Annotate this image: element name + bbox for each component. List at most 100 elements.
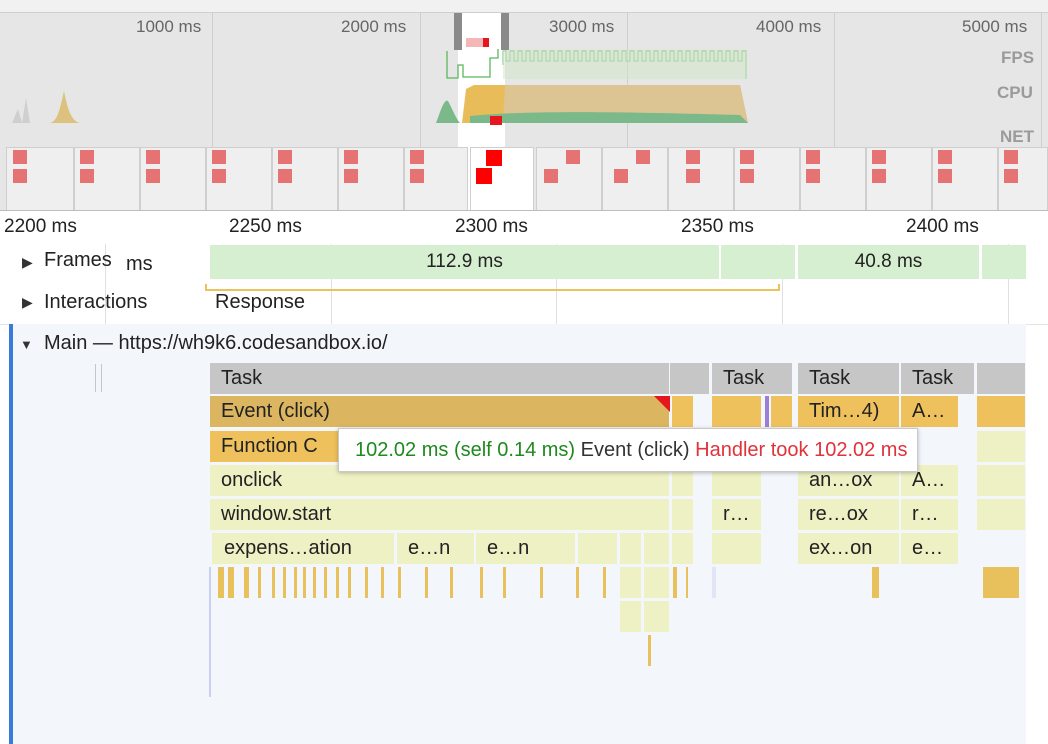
flame-task[interactable] <box>670 363 710 394</box>
overview-tick: 3000 ms <box>549 17 615 36</box>
flame-event-click[interactable]: Event (click) <box>210 396 670 427</box>
flame-r[interactable]: r… <box>901 499 959 530</box>
flame-function[interactable] <box>977 499 1026 530</box>
filmstrip-frame[interactable] <box>668 147 734 210</box>
flame-tiny-call[interactable] <box>648 635 651 666</box>
selection-fps-marker <box>466 38 484 47</box>
flame-task[interactable]: Task <box>712 363 793 394</box>
frames-track[interactable]: ▶ Frames ms 112.9 ms 40.8 ms <box>0 244 1048 284</box>
flame-a[interactable]: A… <box>901 396 959 427</box>
flame-tiny-call[interactable] <box>365 567 368 598</box>
flame-tiny-call[interactable] <box>313 567 316 598</box>
flame-reox[interactable]: re…ox <box>798 499 900 530</box>
flame-task[interactable]: Task <box>210 363 670 394</box>
flame-window-start[interactable]: window.start <box>210 499 670 530</box>
selection-left-handle[interactable] <box>454 13 462 50</box>
filmstrip-square <box>686 150 700 164</box>
flame-tiny-call[interactable] <box>283 567 286 598</box>
flame-event[interactable] <box>672 396 694 427</box>
frame-block[interactable] <box>721 245 795 279</box>
flame-event[interactable] <box>712 396 762 427</box>
filmstrip-square <box>872 150 886 164</box>
filmstrip-square <box>806 169 820 183</box>
flame-tiny-call[interactable] <box>398 567 401 598</box>
flame-function[interactable] <box>644 601 670 632</box>
filmstrip-square-active <box>486 150 502 166</box>
flame-tiny-call[interactable] <box>272 567 275 598</box>
main-track-selection-bar <box>9 324 13 744</box>
frame-block[interactable]: 40.8 ms <box>798 245 979 279</box>
filmstrip-square <box>872 169 886 183</box>
frame-block[interactable] <box>982 245 1026 279</box>
selection-right-handle[interactable] <box>501 13 509 50</box>
flame-tiny-call[interactable] <box>258 567 261 598</box>
flame-timer[interactable]: Tim…4) <box>798 396 900 427</box>
flame-function[interactable] <box>620 533 642 564</box>
flame-function[interactable] <box>620 601 642 632</box>
flame-r[interactable]: r… <box>712 499 762 530</box>
flame-tiny-call[interactable] <box>381 567 384 598</box>
expand-triangle-icon[interactable]: ▶ <box>22 254 33 270</box>
flame-tiny-call[interactable] <box>324 567 327 598</box>
flame-function[interactable] <box>644 533 670 564</box>
flame-event[interactable] <box>977 396 1026 427</box>
flame-tiny-call[interactable] <box>480 567 483 598</box>
flame-tiny-call[interactable] <box>228 567 234 598</box>
flame-function[interactable] <box>644 567 670 598</box>
flame-tiny-call[interactable] <box>244 567 249 598</box>
collapse-triangle-icon[interactable]: ▼ <box>20 337 33 352</box>
flame-tiny-call[interactable] <box>673 567 677 598</box>
overview-tick: 4000 ms <box>756 17 822 36</box>
filmstrip-square <box>344 150 358 164</box>
flame-tiny-call[interactable] <box>872 567 879 598</box>
flame-function[interactable] <box>722 533 762 564</box>
flame-function[interactable] <box>977 431 1026 462</box>
flame-tiny-call[interactable] <box>686 567 688 598</box>
flame-task[interactable] <box>977 363 1026 394</box>
interactions-track[interactable]: ▶ Interactions Response <box>0 284 1048 325</box>
flame-tiny-call[interactable] <box>540 567 543 598</box>
flame-tiny-call[interactable] <box>576 567 579 598</box>
expand-triangle-icon[interactable]: ▶ <box>22 294 33 310</box>
flame-tiny-call[interactable] <box>712 567 716 598</box>
flame-exon[interactable]: ex…on <box>798 533 900 564</box>
filmstrip-frame[interactable] <box>602 147 668 210</box>
flame-tooltip: 102.02 ms (self 0.14 ms) Event (click) H… <box>338 428 919 472</box>
interactions-track-label: Interactions <box>44 291 148 313</box>
flame-tiny-call[interactable] <box>425 567 428 598</box>
overview-tick: 2000 ms <box>341 17 407 36</box>
frame-block[interactable]: 112.9 ms <box>210 245 719 279</box>
flame-event[interactable] <box>771 396 793 427</box>
flame-tiny-call[interactable] <box>983 567 1019 598</box>
flame-function[interactable] <box>578 533 618 564</box>
flame-tiny-call[interactable] <box>348 567 351 598</box>
flame-function-call[interactable]: Function C <box>210 431 340 462</box>
flame-en[interactable]: e…n <box>397 533 475 564</box>
overview-tick: 1000 ms <box>136 17 202 36</box>
flame-tiny-call[interactable] <box>294 567 297 598</box>
filmstrip-square <box>636 150 650 164</box>
flame-function[interactable] <box>672 465 694 496</box>
flame-event-purple[interactable] <box>765 396 769 427</box>
flame-function[interactable] <box>672 499 694 530</box>
flame-task[interactable]: Task <box>901 363 975 394</box>
flame-tiny-call[interactable] <box>209 567 211 697</box>
flame-tiny-call[interactable] <box>336 567 339 598</box>
flame-en[interactable]: e…n <box>476 533 576 564</box>
flame-tiny-call[interactable] <box>218 567 224 598</box>
overview-top-strip <box>0 0 1048 13</box>
flame-tiny-call[interactable] <box>603 567 606 598</box>
flame-e[interactable]: e… <box>901 533 959 564</box>
timeline-overview[interactable]: 1000 ms 2000 ms 3000 ms 4000 ms 5000 ms … <box>0 0 1048 210</box>
flame-task[interactable]: Task <box>798 363 900 394</box>
long-task-warning-corner-icon <box>654 396 670 412</box>
flame-expensive-calculation[interactable]: expens…ation <box>212 533 395 564</box>
flame-tiny-call[interactable] <box>450 567 453 598</box>
flame-function[interactable] <box>620 567 642 598</box>
flame-tiny-call[interactable] <box>303 567 306 598</box>
flame-function[interactable] <box>977 465 1026 496</box>
flame-function[interactable] <box>672 533 694 564</box>
interaction-response-bracket[interactable] <box>205 284 780 291</box>
flame-tiny-call[interactable] <box>503 567 506 598</box>
detail-time-ruler: 2200 ms 2250 ms 2300 ms 2350 ms 2400 ms <box>0 210 1048 245</box>
